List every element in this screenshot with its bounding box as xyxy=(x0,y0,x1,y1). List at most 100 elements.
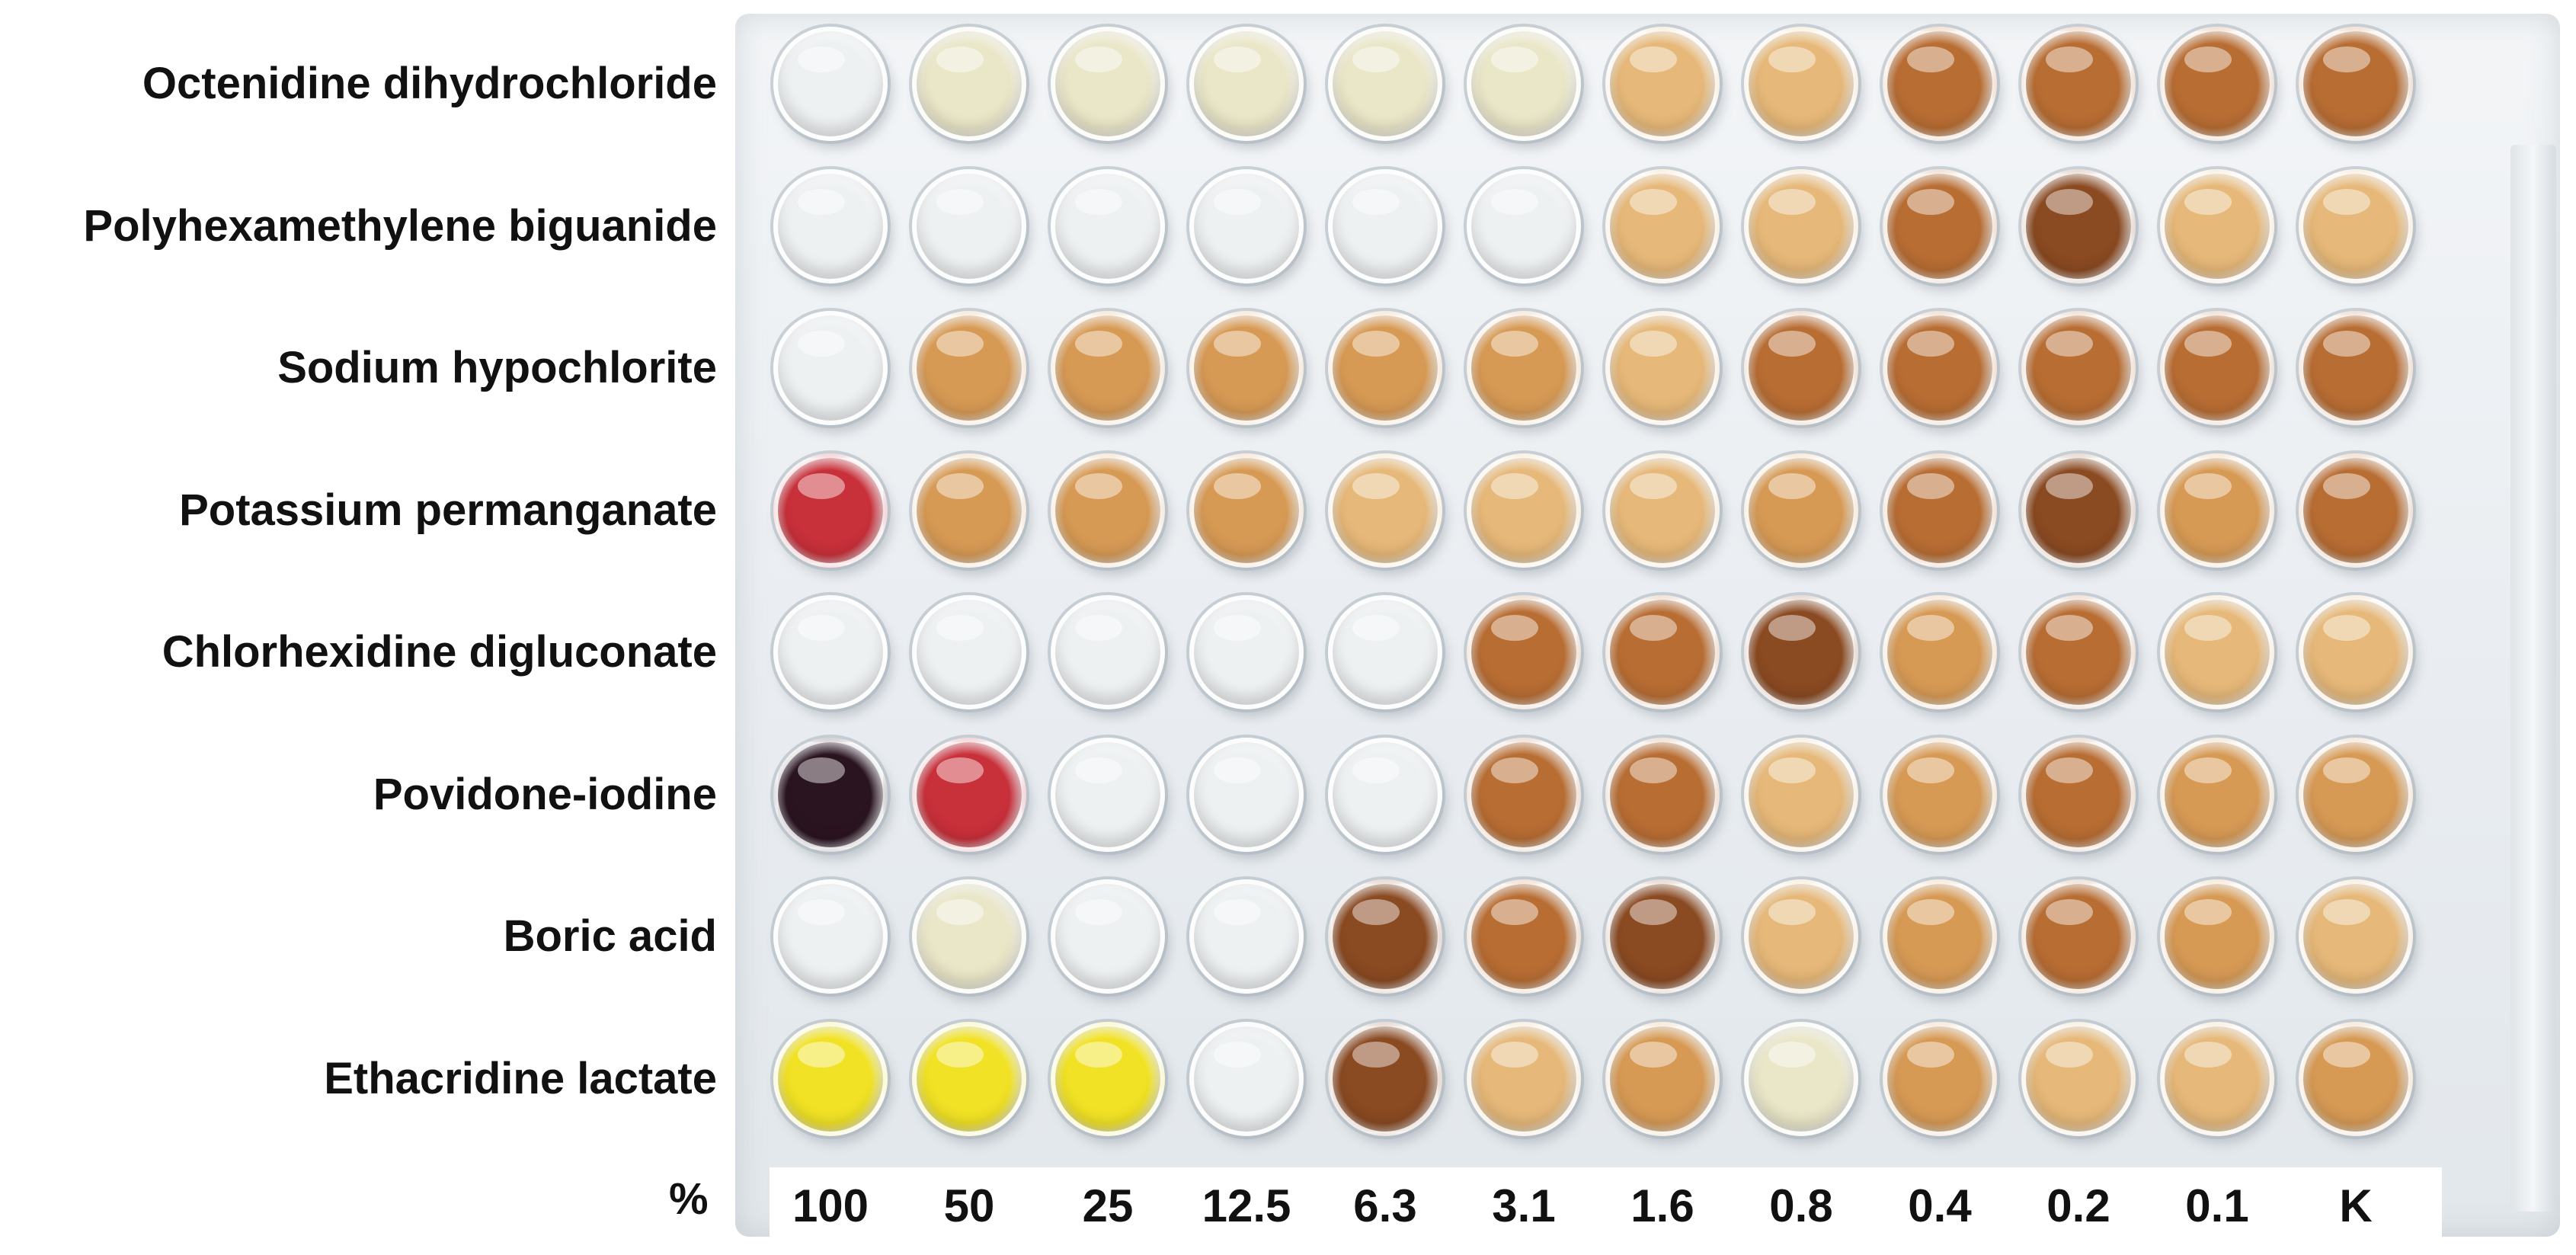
well-reflection xyxy=(2184,331,2232,357)
row-label: Sodium hypochlorite xyxy=(277,343,717,392)
well-reflection xyxy=(2184,615,2232,641)
well xyxy=(1051,311,1165,425)
well-reflection xyxy=(1630,757,1677,783)
well-reflection xyxy=(1491,331,1538,357)
well xyxy=(1883,311,1997,425)
well-reflection xyxy=(1214,899,1261,925)
well xyxy=(1883,737,1997,852)
well-reflection xyxy=(1630,615,1677,641)
well-reflection xyxy=(1630,331,1677,357)
well-reflection xyxy=(1075,615,1122,641)
well xyxy=(2021,311,2136,425)
well-reflection xyxy=(1630,899,1677,925)
well-reflection xyxy=(2046,472,2093,499)
well-reflection xyxy=(2046,615,2093,641)
well xyxy=(1467,1021,1581,1136)
well xyxy=(2021,879,2136,994)
well xyxy=(2160,168,2274,283)
well-reflection xyxy=(1630,46,1677,72)
well-reflection xyxy=(2323,46,2370,72)
well-reflection xyxy=(1491,472,1538,499)
concentration-label: 12.5 xyxy=(1202,1180,1291,1231)
well xyxy=(2299,27,2413,141)
well-reflection xyxy=(2323,615,2370,641)
well-reflection xyxy=(1907,615,1954,641)
well xyxy=(2299,1021,2413,1136)
concentration-label: 1.6 xyxy=(1630,1180,1694,1231)
well-reflection xyxy=(1630,188,1677,215)
well xyxy=(1467,311,1581,425)
well-reflection xyxy=(1907,472,1954,499)
well xyxy=(2160,595,2274,709)
well xyxy=(773,168,888,283)
well-reflection xyxy=(2046,1041,2093,1068)
well-reflection xyxy=(1214,188,1261,215)
well xyxy=(912,1021,1026,1136)
well xyxy=(2299,168,2413,283)
row-label: Potassium permanganate xyxy=(179,485,717,535)
well xyxy=(2021,737,2136,852)
well xyxy=(773,311,888,425)
well xyxy=(773,453,888,568)
well-reflection xyxy=(1768,615,1816,641)
well-reflection xyxy=(1075,46,1122,72)
well-reflection xyxy=(1075,472,1122,499)
well xyxy=(1328,453,1442,568)
well-reflection xyxy=(1214,472,1261,499)
concentration-label: 50 xyxy=(943,1180,995,1231)
well xyxy=(1328,1021,1442,1136)
well xyxy=(1883,453,1997,568)
well-reflection xyxy=(2323,1041,2370,1068)
well-reflection xyxy=(1630,1041,1677,1068)
well xyxy=(2021,168,2136,283)
row-label: Boric acid xyxy=(503,911,717,961)
well-reflection xyxy=(1768,331,1816,357)
well-reflection xyxy=(2046,46,2093,72)
well xyxy=(1744,737,1858,852)
well xyxy=(1051,453,1165,568)
well-reflection xyxy=(798,331,845,357)
well-reflection xyxy=(2184,1041,2232,1068)
well xyxy=(1051,879,1165,994)
percent-symbol: % xyxy=(669,1174,709,1224)
well xyxy=(1883,595,1997,709)
well xyxy=(1605,737,1720,852)
well-reflection xyxy=(936,472,984,499)
concentration-label: 100 xyxy=(792,1180,869,1231)
well xyxy=(1189,168,1304,283)
well-reflection xyxy=(1352,899,1400,925)
well xyxy=(1189,1021,1304,1136)
well-reflection xyxy=(1075,188,1122,215)
well-reflection xyxy=(2046,188,2093,215)
well-reflection xyxy=(2184,46,2232,72)
well-reflection xyxy=(936,331,984,357)
concentration-label: 0.1 xyxy=(2185,1180,2249,1231)
well xyxy=(912,737,1026,852)
well-reflection xyxy=(1352,46,1400,72)
well-reflection xyxy=(1075,899,1122,925)
row-label: Polyhexamethylene biguanide xyxy=(83,200,717,251)
well-reflection xyxy=(2184,757,2232,783)
well-reflection xyxy=(1768,757,1816,783)
concentration-label: 0.4 xyxy=(1908,1180,1972,1231)
well xyxy=(1051,1021,1165,1136)
well xyxy=(2299,879,2413,994)
well-reflection xyxy=(1214,331,1261,357)
well-reflection xyxy=(1352,188,1400,215)
well xyxy=(1744,879,1858,994)
well-reflection xyxy=(1491,757,1538,783)
well-reflection xyxy=(2184,899,2232,925)
well-reflection xyxy=(2046,331,2093,357)
well xyxy=(1744,595,1858,709)
well xyxy=(2160,27,2274,141)
well xyxy=(1328,737,1442,852)
well xyxy=(1328,168,1442,283)
concentration-label: 0.2 xyxy=(2046,1180,2110,1231)
well-reflection xyxy=(798,46,845,72)
well xyxy=(1605,453,1720,568)
well-reflection xyxy=(2323,331,2370,357)
well xyxy=(1883,168,1997,283)
well-reflection xyxy=(1907,331,1954,357)
well xyxy=(912,879,1026,994)
